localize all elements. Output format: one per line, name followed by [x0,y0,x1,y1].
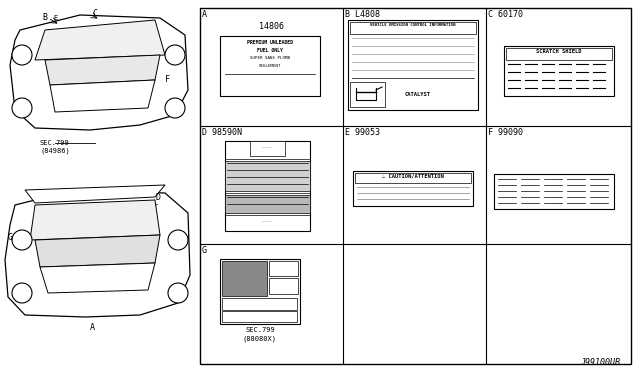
Bar [222,261,267,296]
Bar [269,261,298,276]
Bar [350,82,385,107]
Text: B L4808: B L4808 [345,10,380,19]
Bar [222,311,297,322]
Circle shape [165,45,185,65]
Bar [350,22,476,34]
Text: (88080X): (88080X) [243,335,277,341]
Text: C 60170: C 60170 [488,10,523,19]
Text: 14806: 14806 [259,22,284,31]
Bar [200,8,631,364]
Bar [269,278,298,294]
Text: F: F [166,76,170,84]
Text: SEC.799: SEC.799 [40,140,70,146]
Polygon shape [50,80,155,112]
Circle shape [168,283,188,303]
Text: C: C [93,10,97,19]
Bar [353,171,473,206]
Circle shape [168,230,188,250]
Polygon shape [35,235,160,267]
Bar [225,161,310,191]
Polygon shape [25,185,165,203]
Polygon shape [40,263,155,293]
Text: PREMIUM UNLEADED: PREMIUM UNLEADED [247,40,293,45]
Text: ⚠ CAUTION/ATTENTION: ⚠ CAUTION/ATTENTION [382,174,444,179]
Bar [348,20,478,110]
Text: SUPER SANS PLOMB: SUPER SANS PLOMB [250,56,290,60]
Text: FUEL ONLY: FUEL ONLY [257,48,283,53]
Text: F 99090: F 99090 [488,128,523,137]
Text: E 99053: E 99053 [345,128,380,137]
Text: A: A [202,10,207,19]
Text: A: A [90,323,95,332]
Text: J99100UB: J99100UB [580,358,620,367]
Circle shape [165,98,185,118]
Polygon shape [45,55,160,85]
Circle shape [12,230,32,250]
Bar [222,298,297,310]
Text: D 98590N: D 98590N [202,128,242,137]
Text: D: D [155,192,160,202]
Polygon shape [30,200,160,240]
Text: SEULEMENT: SEULEMENT [259,64,281,68]
Polygon shape [10,15,188,130]
Text: (84986): (84986) [40,148,70,154]
Polygon shape [5,190,190,317]
Text: G: G [8,232,13,241]
Bar [250,141,285,156]
Text: SEC.799: SEC.799 [245,327,275,333]
Bar [504,46,614,96]
Text: B: B [42,13,47,22]
Circle shape [12,45,32,65]
Bar [506,48,612,60]
Text: G: G [202,246,207,255]
Bar [355,173,471,183]
Text: ____: ____ [262,144,272,148]
Bar [225,141,310,231]
Circle shape [12,283,32,303]
Bar [220,36,320,96]
Bar [0,8,197,364]
Text: CATALYST: CATALYST [405,93,431,97]
Bar [494,174,614,209]
Text: ____: ____ [262,218,272,222]
Text: SCRATCH SHIELD: SCRATCH SHIELD [536,49,582,54]
Bar [225,195,310,213]
Bar [220,259,300,324]
Polygon shape [35,20,165,60]
Text: VEHICLE EMISSION CONTROL INFORMATION: VEHICLE EMISSION CONTROL INFORMATION [371,23,456,27]
Text: E: E [53,15,57,21]
Circle shape [12,98,32,118]
